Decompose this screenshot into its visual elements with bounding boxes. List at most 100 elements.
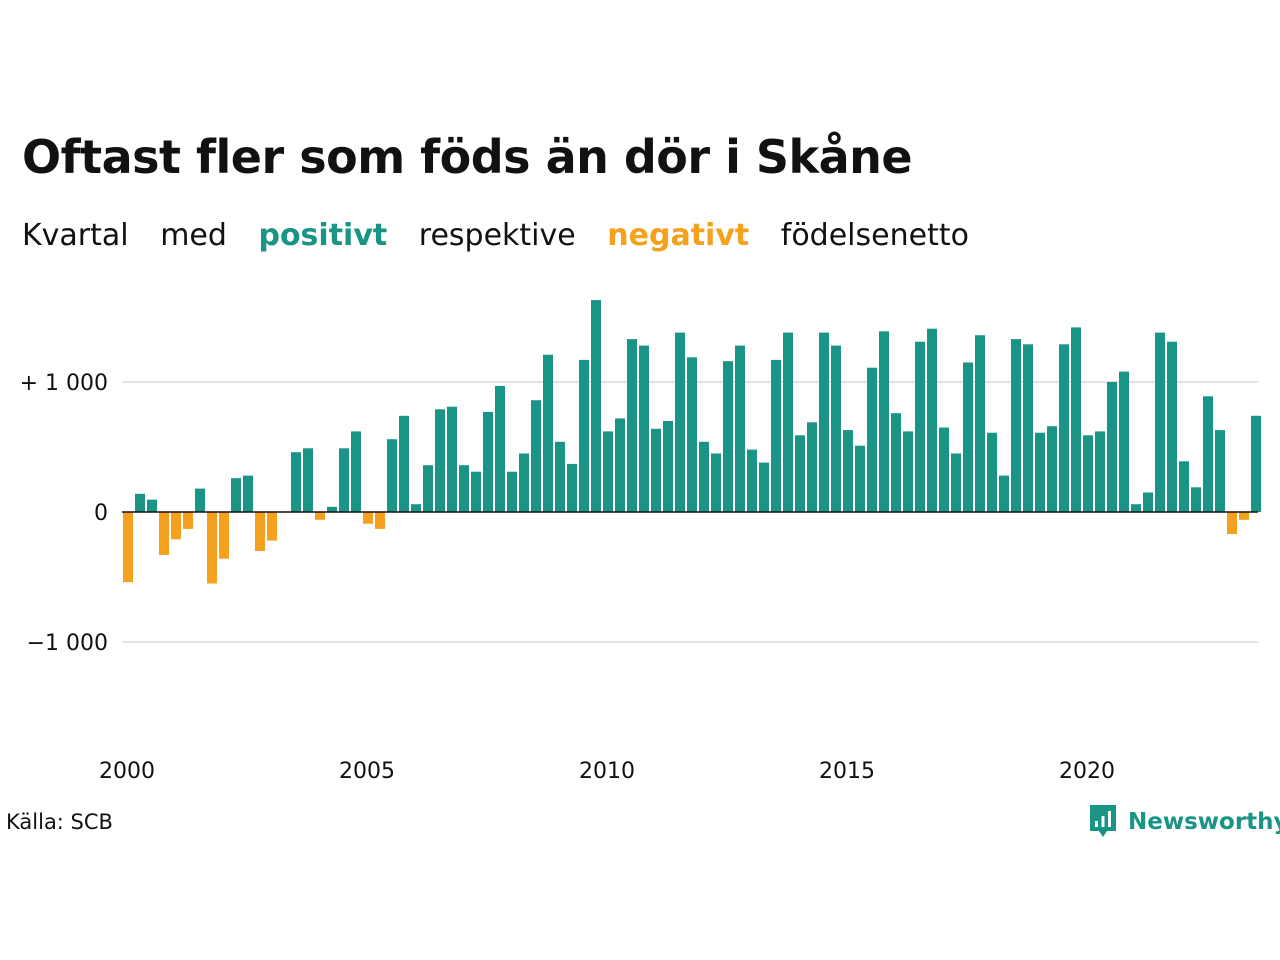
bar-positive xyxy=(147,499,157,512)
bar-positive xyxy=(963,362,973,512)
bar-negative xyxy=(159,512,169,555)
bar-positive xyxy=(339,448,349,512)
bar-positive xyxy=(663,421,673,512)
subtitle-word-respektive: respektive xyxy=(418,218,576,253)
bar-positive xyxy=(1251,415,1261,512)
bar-positive xyxy=(1215,430,1225,512)
bar-positive xyxy=(567,463,577,512)
bar-positive xyxy=(1203,396,1213,512)
bar-positive xyxy=(1071,327,1081,512)
x-tick-label: 2020 xyxy=(1059,759,1115,784)
y-tick-label: + 1 000 xyxy=(20,371,108,396)
bar-positive xyxy=(1023,344,1033,512)
bar-positive xyxy=(975,335,985,512)
x-tick-label: 2005 xyxy=(339,759,395,784)
bar-positive xyxy=(759,462,769,512)
bar-positive xyxy=(291,452,301,512)
bar-negative xyxy=(207,512,217,584)
chart-subtitle: Kvartal med positivt respektive negativt… xyxy=(22,218,991,253)
bar-positive xyxy=(1119,371,1129,512)
bar-negative xyxy=(183,512,193,529)
bar-positive xyxy=(831,345,841,512)
x-tick-label: 2010 xyxy=(579,759,635,784)
bar-positive xyxy=(1155,332,1165,512)
bar-positive xyxy=(1059,344,1069,512)
bar-positive xyxy=(939,427,949,512)
bar-positive xyxy=(603,431,613,512)
bar-positive xyxy=(687,357,697,512)
bar-positive xyxy=(1107,382,1117,512)
y-tick-label: −1 000 xyxy=(27,631,108,656)
bar-positive xyxy=(987,432,997,512)
bar-positive xyxy=(531,400,541,512)
bar-positive xyxy=(591,300,601,512)
bar-positive xyxy=(435,409,445,512)
x-tick-label: 2000 xyxy=(99,759,155,784)
bar-positive xyxy=(1131,504,1141,512)
bar-positive xyxy=(243,475,253,512)
bar-positive xyxy=(351,431,361,512)
bar-positive xyxy=(747,449,757,512)
x-tick-label: 2015 xyxy=(819,759,875,784)
bar-positive xyxy=(807,422,817,512)
bar-positive xyxy=(555,441,565,512)
bar-negative xyxy=(363,512,373,524)
chart-title: Oftast fler som föds än dör i Skåne xyxy=(22,130,913,184)
bar-positive xyxy=(1167,341,1177,512)
bar-positive xyxy=(711,453,721,512)
bar-positive xyxy=(447,406,457,512)
bar-positive xyxy=(327,506,337,512)
bar-positive xyxy=(483,411,493,512)
bar-positive xyxy=(231,478,241,512)
bar-negative xyxy=(267,512,277,541)
bar-positive xyxy=(1047,426,1057,512)
bar-negative xyxy=(1227,512,1237,535)
bar-negative xyxy=(171,512,181,540)
bar-positive xyxy=(519,453,529,512)
bar-positive xyxy=(639,345,649,512)
bar-positive xyxy=(879,331,889,512)
subtitle-word-kvartal: Kvartal xyxy=(22,218,129,253)
bar-positive xyxy=(651,428,661,512)
bar-positive xyxy=(783,332,793,512)
bar-positive xyxy=(507,471,517,512)
bar-positive xyxy=(903,431,913,512)
bar-positive xyxy=(915,341,925,512)
bar-negative xyxy=(1239,512,1249,520)
bar-positive xyxy=(819,332,829,512)
bar-positive xyxy=(303,448,313,512)
bar-positive xyxy=(411,504,421,512)
bar-positive xyxy=(1011,339,1021,512)
bar-positive xyxy=(1035,432,1045,512)
bar-negative xyxy=(375,512,385,529)
bar-positive xyxy=(135,493,145,512)
bar-positive xyxy=(855,445,865,512)
bar-positive xyxy=(495,385,505,512)
bar-positive xyxy=(951,453,961,512)
bar-positive xyxy=(387,439,397,512)
bar-positive xyxy=(459,465,469,512)
bar-positive xyxy=(843,430,853,512)
bar-negative xyxy=(315,512,325,520)
bar-positive xyxy=(1191,487,1201,512)
bar-negative xyxy=(123,512,133,583)
bar-positive xyxy=(471,471,481,512)
subtitle-word-fodelsenetto: födelsenetto xyxy=(780,218,969,253)
bar-positive xyxy=(423,465,433,512)
bar-positive xyxy=(927,328,937,512)
bar-positive xyxy=(543,354,553,512)
bar-positive xyxy=(867,367,877,512)
subtitle-negative-label: negativt xyxy=(607,218,750,253)
bar-chart: + 1 000 0 −1 000 2000 2005 2010 2015 2020 xyxy=(20,300,1261,784)
y-tick-label: 0 xyxy=(94,501,108,526)
bar-positive xyxy=(579,359,589,512)
subtitle-word-med: med xyxy=(160,218,227,253)
bar-negative xyxy=(219,512,229,559)
subtitle-positive-label: positivt xyxy=(258,218,388,253)
bar-positive xyxy=(675,332,685,512)
bar-positive xyxy=(195,488,205,512)
bar-positive xyxy=(399,415,409,512)
bar-negative xyxy=(255,512,265,551)
bar-positive xyxy=(723,361,733,512)
bar-positive xyxy=(699,441,709,512)
